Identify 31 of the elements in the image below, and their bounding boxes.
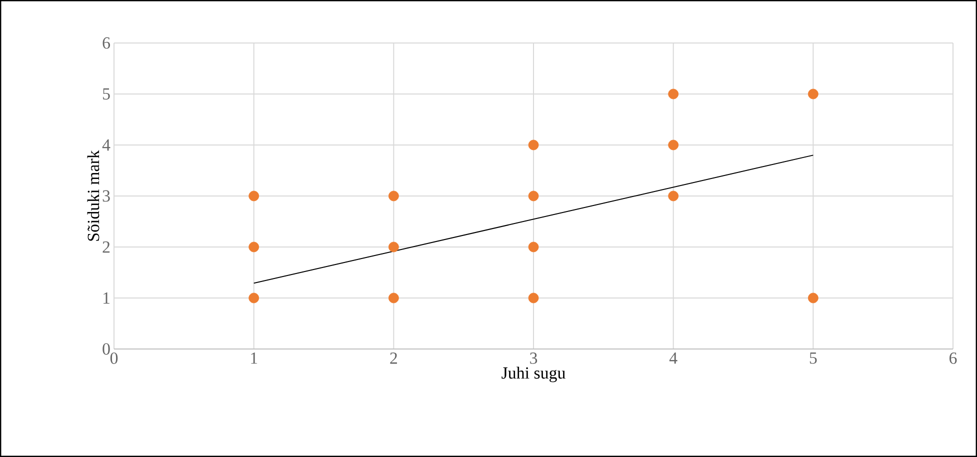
point [248, 190, 260, 202]
point [528, 242, 539, 252]
x-axis-title: Juhi sugu [502, 366, 566, 382]
point [528, 140, 539, 150]
point [668, 140, 679, 150]
point [248, 242, 260, 252]
x-tick-label: 4 [669, 352, 678, 364]
x-tick-label: 1 [251, 352, 258, 364]
y-tick-label: 0 [102, 343, 110, 355]
point [668, 88, 679, 100]
x-tick-label: 0 [110, 352, 118, 364]
point [388, 190, 399, 202]
y-tick-label: 4 [102, 139, 110, 151]
point [668, 190, 679, 202]
y-tick-label: 3 [102, 190, 110, 202]
x-tick-label: 5 [810, 352, 817, 364]
y-tick-label: 1 [104, 292, 110, 304]
point [528, 190, 539, 202]
x-tick-label: 3 [530, 352, 538, 364]
point [808, 292, 818, 304]
point [248, 292, 260, 304]
point [388, 292, 399, 304]
x-tick-label: 2 [390, 352, 397, 364]
y-tick-label: 6 [102, 37, 110, 49]
y-tick-label: 2 [102, 241, 110, 253]
x-tick-label: 6 [950, 352, 957, 364]
point [528, 292, 539, 304]
y-tick-label: 5 [103, 88, 110, 100]
point [388, 242, 399, 252]
point [808, 88, 818, 100]
y-axis-title: Sõiduki mark [87, 150, 100, 241]
